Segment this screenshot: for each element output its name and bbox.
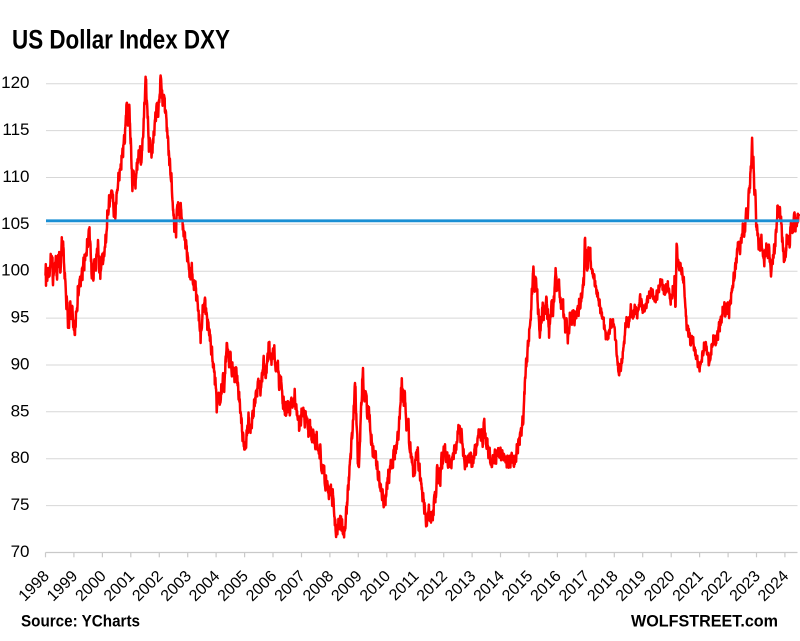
svg-text:115: 115 xyxy=(2,120,29,139)
svg-text:75: 75 xyxy=(11,495,30,514)
svg-text:70: 70 xyxy=(11,542,30,561)
svg-text:WOLFSTREET.com: WOLFSTREET.com xyxy=(631,613,778,631)
svg-text:80: 80 xyxy=(11,448,30,467)
svg-text:85: 85 xyxy=(11,401,30,420)
svg-text:95: 95 xyxy=(11,308,30,327)
svg-text:US Dollar Index DXY: US Dollar Index DXY xyxy=(12,24,230,54)
svg-text:110: 110 xyxy=(2,167,29,186)
svg-text:100: 100 xyxy=(1,261,29,280)
svg-text:120: 120 xyxy=(1,73,29,92)
svg-text:90: 90 xyxy=(11,355,30,374)
svg-text:Source: YCharts: Source: YCharts xyxy=(21,613,140,631)
svg-text:105: 105 xyxy=(1,214,29,233)
